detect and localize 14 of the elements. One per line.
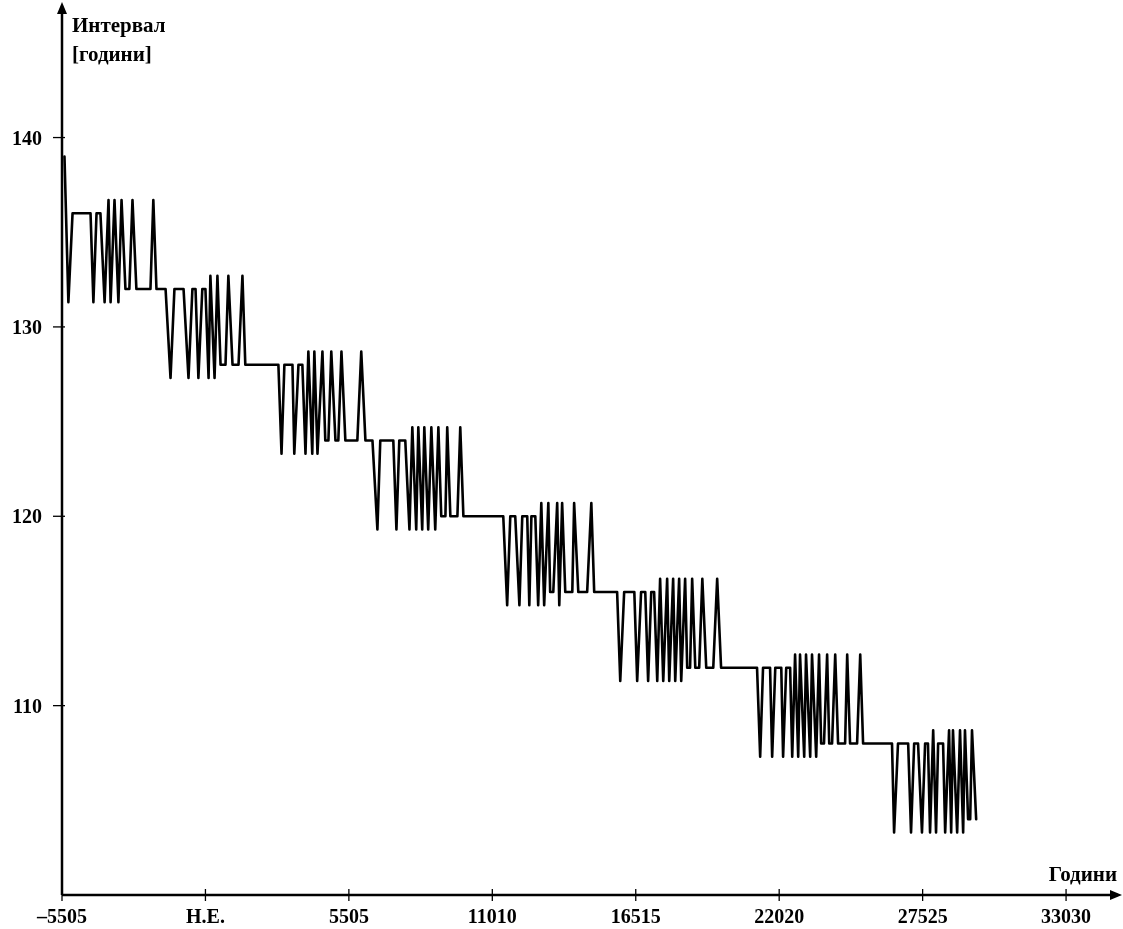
x-tick-label: Н.Е.	[185, 905, 225, 927]
x-tick-label: 27525	[897, 905, 948, 927]
x-tick-label: 11010	[467, 905, 517, 927]
y-axis-title: Интервал [години]	[72, 13, 166, 66]
y-tick-label: 110	[13, 694, 42, 717]
y-tick-label: 130	[12, 315, 42, 338]
x-tick-label: 22020	[754, 905, 805, 927]
x-tick-label: 5505	[328, 905, 369, 927]
y-tick-label: 120	[12, 505, 42, 528]
x-axis-title: Години	[1048, 862, 1117, 886]
y-tick-label: 140	[12, 126, 42, 149]
x-tick-label: 16515	[610, 905, 661, 927]
x-tick-label: 33030	[1041, 905, 1092, 927]
x-tick-label: –5505	[36, 905, 87, 927]
